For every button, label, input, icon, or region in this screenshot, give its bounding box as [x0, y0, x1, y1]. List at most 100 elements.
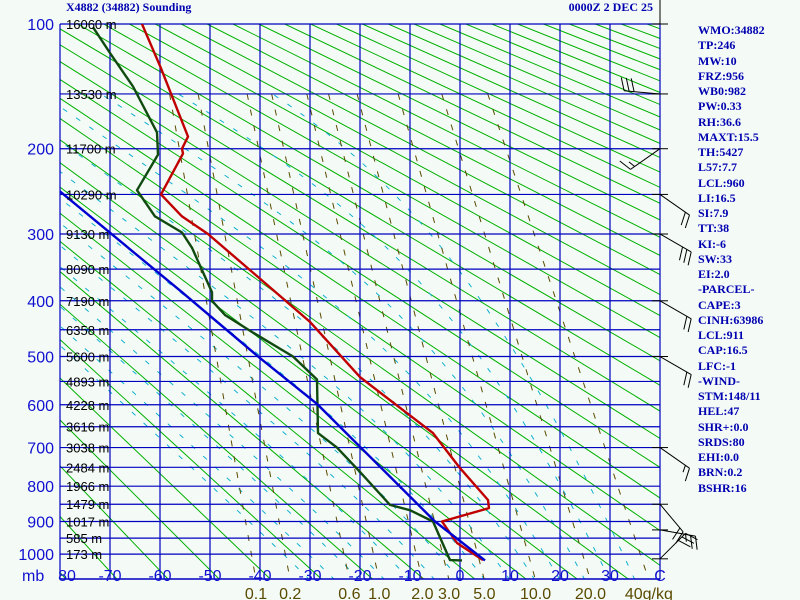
temperature-tick-label: 20 [551, 568, 569, 585]
wind-barb [652, 193, 690, 229]
moist-adiabat-line [60, 106, 560, 579]
mixing-ratio-label: 0.1 [245, 586, 267, 600]
sounding-index: SRDS:80 [698, 434, 745, 449]
mixing-ratio-line [328, 93, 450, 579]
sounding-profiles [60, 24, 491, 562]
wind-barb-half [685, 534, 687, 542]
temperature-tick-label: -20 [348, 568, 371, 585]
sounding-index: RH:36.6 [698, 114, 741, 129]
wind-barb-half [628, 161, 635, 167]
dry-adiabat-line [310, 24, 660, 188]
height-label: 11700 m [66, 142, 116, 157]
temperature-tick-label: -70 [98, 568, 121, 585]
wind-barb-staff [659, 503, 684, 533]
dry-adiabat-line [206, 24, 660, 257]
sounding-index: LCL:911 [698, 328, 745, 342]
dry-adiabat-line [77, 24, 660, 362]
height-label: 1966 m [66, 479, 109, 494]
temperature-tick-label: -50 [198, 568, 221, 585]
sounding-index: CINH:63986 [698, 312, 764, 327]
wind-barb [652, 532, 698, 560]
wind-barb-staff [659, 194, 690, 216]
sounding-index: STM:148/11 [698, 389, 761, 403]
moist-adiabat-line [60, 325, 335, 579]
pressure-tick-label: 900 [27, 515, 54, 532]
height-label: 3038 m [66, 441, 109, 456]
sounding-index: -PARCEL- [698, 282, 755, 297]
temperature-tick-label: 10 [501, 568, 519, 585]
mixing-ratio-line [356, 93, 485, 579]
temperature-tick-label: -60 [148, 568, 171, 585]
moist-adiabat-line [60, 140, 535, 579]
height-label: 7190 m [66, 294, 109, 309]
dry-adiabat-line [60, 303, 374, 579]
temperature-tick-label: 30 [601, 568, 619, 585]
dry-adiabat-line [258, 24, 660, 221]
wind-barb-full [684, 468, 690, 482]
sounding-index: FRZ:956 [698, 68, 744, 83]
moist-adiabat-line [60, 344, 310, 579]
wind-barb-staff [630, 148, 661, 170]
dry-adiabat-line [284, 24, 660, 204]
pressure-unit-label: mb [22, 568, 44, 585]
wind-barb [652, 0, 668, 25]
dry-adiabat-line [336, 24, 660, 173]
wind-barb [652, 300, 692, 333]
sounding-index: TH:5427 [698, 145, 744, 159]
sounding-index: TT:38 [698, 221, 730, 236]
sounding-index: KI:-6 [698, 236, 726, 251]
temperature-tick-label: -10 [398, 568, 421, 585]
pressure-tick-label: 600 [27, 398, 54, 415]
wind-barb-full [678, 246, 684, 261]
sounding-index: LI:16.5 [698, 190, 736, 205]
moist-adiabat-line [60, 286, 385, 579]
mixing-ratio-line [306, 93, 423, 579]
wind-barb-full [683, 371, 688, 386]
temperature-tick-label: -40 [248, 568, 271, 585]
mixing-ratio-label: 3.0 [438, 586, 460, 600]
dry-adiabat-line [232, 24, 660, 238]
wind-barb-full [687, 251, 692, 266]
height-label: 16060 m [66, 17, 117, 32]
height-label: 173 m [66, 547, 102, 562]
sounding-datetime: 0000Z 2 DEC 25 [569, 0, 653, 14]
mixing-ratio-line [441, 93, 591, 579]
height-label: 5600 m [66, 350, 109, 365]
height-label: 6358 m [66, 323, 109, 338]
dry-adiabat-line [60, 377, 271, 579]
height-label: 3616 m [66, 420, 109, 435]
sounding-index: SW:33 [698, 251, 733, 266]
pressure-tick-label: 1000 [18, 547, 54, 564]
mixing-ratio-line [197, 93, 291, 579]
dewpoint-profile-line [91, 26, 463, 562]
wind-barb [652, 503, 684, 544]
sounding-index: -WIND- [698, 373, 740, 388]
wind-barb-full [681, 536, 695, 544]
wind-barb-full [694, 536, 698, 550]
mixing-ratio-label: 0.6 [338, 586, 360, 600]
wind-barb-staff [659, 356, 692, 375]
background-lines [60, 24, 660, 579]
mixing-ratio-label: 2.0 [411, 586, 433, 600]
sounding-index: SHR+:0.0 [698, 419, 749, 434]
wind-barb-full [672, 527, 681, 540]
dry-adiabat-line [60, 419, 220, 579]
wind-barb-half [682, 465, 686, 473]
mixing-ratio-label: 40g/kg [625, 586, 673, 600]
pressure-tick-label: 800 [27, 479, 54, 496]
dry-adiabat-line [388, 24, 660, 144]
dry-adiabat-line [60, 240, 476, 579]
sounding-index: L57:7.7 [698, 160, 737, 175]
temperature-profile-line [140, 24, 491, 562]
moist-adiabat-line [60, 244, 435, 579]
dry-adiabat-line [60, 28, 660, 386]
mixing-ratio-label: 1.0 [368, 586, 390, 600]
sounding-index: CAPE:3 [698, 297, 741, 312]
pressure-tick-label: 500 [27, 350, 54, 367]
sounding-index: TP:246 [698, 38, 736, 53]
wind-barb-full [685, 532, 698, 541]
wind-barb [652, 356, 692, 388]
dry-adiabat-line [60, 465, 169, 579]
moist-adiabat-line [100, 93, 585, 579]
